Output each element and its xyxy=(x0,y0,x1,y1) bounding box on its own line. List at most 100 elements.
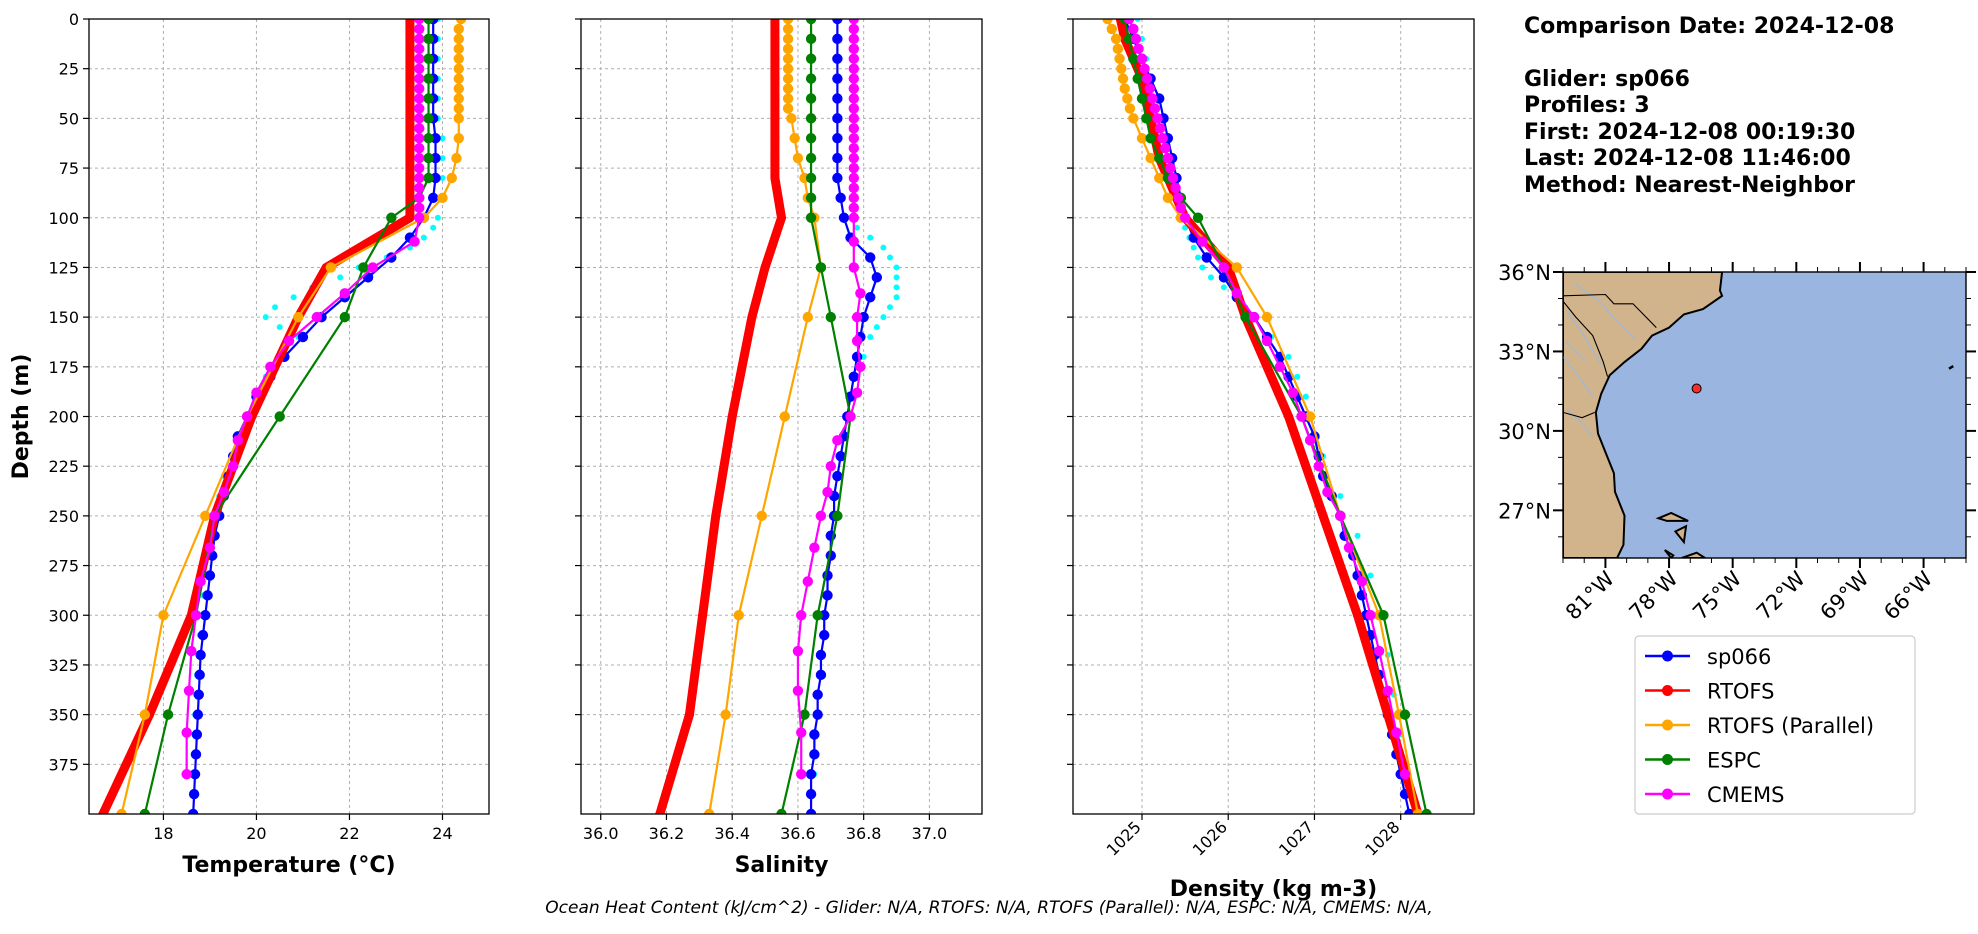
series-rtofs-parallel--point xyxy=(720,709,731,720)
series-cmems-point xyxy=(848,19,860,25)
series-cmems-point xyxy=(825,460,837,472)
series-glider-raw-point xyxy=(439,175,446,181)
series-espc-point xyxy=(423,172,434,184)
series-cmems-point xyxy=(848,162,860,174)
series-rtofs-point xyxy=(655,809,665,814)
series-rtofs-point xyxy=(405,34,415,44)
series-cmems-point xyxy=(1123,19,1135,25)
series-cmems-point xyxy=(414,113,425,124)
x-tick-label: 22 xyxy=(339,824,359,843)
x-tick-label: 1025 xyxy=(1103,817,1145,859)
series-cmems-line xyxy=(185,19,421,776)
series-rtofs-point xyxy=(405,193,415,203)
series-espc-point xyxy=(423,133,434,144)
series-cmems-point xyxy=(1179,212,1191,223)
island xyxy=(1664,549,1675,558)
series-cmems-point xyxy=(1165,162,1176,174)
series-sp066-point xyxy=(427,192,439,204)
series-cmems-point xyxy=(848,192,860,204)
series-cmems-point xyxy=(1218,262,1230,273)
series-cmems-point xyxy=(796,610,807,621)
series-rtofs-parallel--point xyxy=(1119,83,1130,94)
series-cmems-point xyxy=(848,212,860,223)
temperature-panel: 18 20 22 24 0 25 50 75 100 125 150 175 200 225 250 275 3… xyxy=(9,10,490,878)
series-glider-raw-point xyxy=(434,214,441,221)
y-tick-label: 300 xyxy=(48,606,79,625)
series-cmems-point xyxy=(851,387,863,398)
series-glider-raw-point xyxy=(1207,274,1214,281)
series-cmems-point xyxy=(848,262,860,273)
series-espc-point xyxy=(815,262,827,273)
series-rtofs-point xyxy=(770,173,780,183)
series-cmems-point xyxy=(1144,83,1155,94)
x-tick-label: 20 xyxy=(246,824,266,843)
series-cmems-point xyxy=(227,460,239,472)
series-cmems-point xyxy=(848,142,860,154)
series-cmems-point xyxy=(848,113,860,124)
x-tick-label: 36.2 xyxy=(649,824,685,843)
series-cmems-point xyxy=(848,236,860,247)
series-cmems-point xyxy=(1313,460,1324,472)
series-rtofs-parallel--point xyxy=(1261,311,1273,323)
series-sp066-point xyxy=(832,470,843,482)
series-rtofs-parallel--point xyxy=(451,152,462,164)
x-axis-label: Density (kg m-3) xyxy=(1170,877,1378,902)
series-sp066-point xyxy=(832,152,843,164)
series-glider-raw-point xyxy=(886,254,893,261)
series-rtofs-parallel--point xyxy=(437,192,448,204)
series-sp066-point xyxy=(832,53,843,64)
series-sp066-point xyxy=(190,749,202,760)
series-cmems-point xyxy=(181,727,192,738)
series-cmems-point xyxy=(855,288,866,299)
series-cmems-point xyxy=(414,93,425,104)
map-lat-label: 33°N xyxy=(1498,340,1551,364)
y-tick-label: 350 xyxy=(48,706,79,725)
series-cmems-point xyxy=(1128,23,1139,35)
series-cmems-point xyxy=(414,162,425,174)
map-lon-label: 78°W xyxy=(1625,566,1683,624)
series-cmems-point xyxy=(1167,172,1179,184)
x-axis-label: Salinity xyxy=(735,853,829,878)
series-espc-point xyxy=(423,53,434,64)
series-espc-point xyxy=(423,152,434,164)
series-rtofs-parallel--point xyxy=(455,19,467,25)
series-cmems-point xyxy=(848,123,860,134)
series-rtofs-parallel--point xyxy=(446,172,457,184)
series-cmems-point xyxy=(241,411,253,422)
density-panel: 1025 1026 1027 1028 Density (kg m-3) xyxy=(1067,18,1475,902)
series-sp066-point xyxy=(204,570,216,581)
series-cmems-point xyxy=(414,172,425,184)
series-sp066-point xyxy=(195,649,206,661)
river xyxy=(1564,340,1587,363)
series-cmems-point xyxy=(311,311,323,323)
map-lat-label: 36°N xyxy=(1498,261,1551,285)
y-tick-label: 325 xyxy=(48,656,79,675)
series-sp066-point xyxy=(191,729,203,740)
series-cmems-point xyxy=(414,152,425,164)
series-sp066-point xyxy=(835,192,846,204)
series-rtofs-parallel--point xyxy=(1128,113,1139,124)
series-sp066-point xyxy=(809,749,820,760)
legend-label: RTOFS xyxy=(1707,680,1774,704)
series-espc-point xyxy=(423,93,434,104)
series-cmems-point xyxy=(1154,123,1166,134)
series-rtofs-parallel--point xyxy=(453,103,464,114)
series-rtofs-parallel--point xyxy=(789,133,800,144)
series-rtofs-parallel--point xyxy=(1154,172,1165,184)
series-sp066-point xyxy=(832,33,843,45)
glider-name: Glider: sp066 xyxy=(1524,67,1690,92)
series-cmems-point xyxy=(1296,411,1307,422)
series-cmems-point xyxy=(848,133,860,144)
series-rtofs-parallel--point xyxy=(293,311,304,323)
map-panel: 81°W 78°W 75°W 72°W 69°W 66°W 36°N 33°N 30°N 27°N xyxy=(1498,261,1976,625)
series-cmems-point xyxy=(1231,288,1243,299)
series-glider-raw-point xyxy=(1367,572,1374,579)
series-sp066-point xyxy=(848,371,860,382)
series-rtofs-parallel--point xyxy=(325,262,337,273)
river xyxy=(1573,281,1636,339)
series-glider-raw-point xyxy=(430,224,437,231)
series-cmems-point xyxy=(1261,335,1273,347)
ocean-heat-content-footer: Ocean Heat Content (kJ/cm^2) - Glider: N… xyxy=(545,898,1433,918)
series-espc-point xyxy=(805,133,817,144)
series-espc-point xyxy=(825,311,837,323)
